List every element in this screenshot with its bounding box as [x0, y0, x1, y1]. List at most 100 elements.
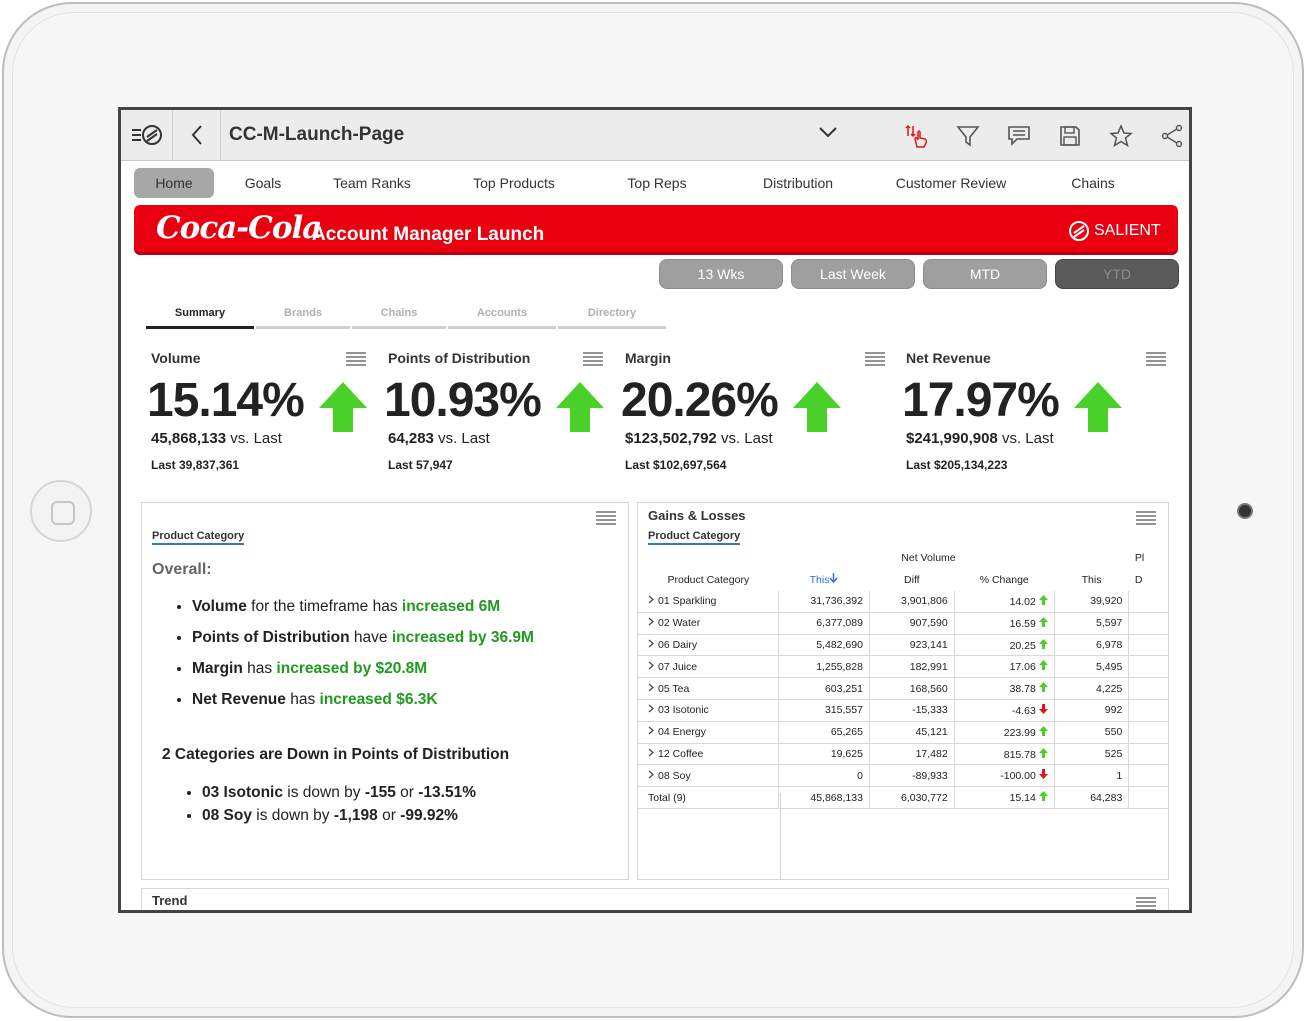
tab-chains[interactable]: Chains — [1071, 175, 1115, 191]
cell-category: 06 Dairy — [638, 634, 780, 657]
tab-team-ranks[interactable]: Team Ranks — [333, 175, 411, 191]
table-row[interactable]: 06 Dairy 5,482,690 923,141 20.25 6,978 — [638, 634, 1168, 657]
cell-this-2: 992 — [1054, 699, 1130, 722]
table-row[interactable]: 12 Coffee 19,625 17,482 815.78 525 — [638, 743, 1168, 766]
gains-losses-table: Net Volume Pl Product Category This Diff… — [638, 547, 1168, 810]
menu-icon[interactable] — [596, 511, 616, 525]
kpi-last: Last 39,837,361 — [151, 458, 240, 472]
overall-list: Volume for the timeframe has increased 6… — [192, 598, 534, 722]
table-row[interactable]: 08 Soy 0 -89,933 -100.00 1 — [638, 764, 1168, 788]
camera — [1237, 503, 1253, 519]
tab-distribution[interactable]: Distribution — [762, 175, 834, 191]
cell-category: 12 Coffee — [638, 743, 780, 766]
gains-losses-panel: Gains & Losses Product Category Net Volu… — [637, 502, 1169, 880]
page-dropdown-button[interactable] — [818, 125, 838, 144]
down-categories-heading: 2 Categories are Down in Points of Distr… — [162, 746, 510, 763]
kpi-label: Points of Distribution — [388, 350, 531, 366]
tab-summary[interactable]: Summary — [146, 307, 254, 329]
product-category-filter[interactable]: Product Category — [648, 530, 741, 545]
tab-brands[interactable]: Brands — [256, 307, 350, 329]
share-button[interactable] — [1146, 122, 1189, 150]
tab-home[interactable]: Home — [134, 168, 214, 198]
app-toolbar: CC-M-Launch-Page — [121, 110, 1189, 161]
summary-panel: Product Category Overall: Volume for the… — [141, 502, 629, 880]
menu-icon[interactable] — [1136, 897, 1156, 911]
period-ytd-button[interactable]: YTD — [1055, 259, 1179, 289]
cell-this: 45,868,133 — [778, 786, 870, 810]
table-total-row[interactable]: Total (9) 45,868,133 6,030,772 15.14 64,283 — [638, 786, 1168, 810]
chevron-right-icon[interactable] — [648, 704, 654, 713]
col-this-sorted[interactable]: This — [779, 569, 870, 591]
tab-top-products[interactable]: Top Products — [473, 175, 555, 191]
chevron-right-icon[interactable] — [648, 617, 654, 626]
cell-clipped — [1128, 590, 1168, 613]
table-row[interactable]: 05 Tea 603,251 168,560 38.78 4,225 — [638, 677, 1168, 701]
period-13-wks-button[interactable]: 13 Wks — [659, 259, 783, 289]
chevron-down-icon — [819, 127, 837, 138]
cell-pct-change: 14.02 — [954, 590, 1055, 613]
chevron-right-icon[interactable] — [648, 595, 654, 604]
chevron-right-icon[interactable] — [648, 726, 654, 735]
menu-icon[interactable] — [346, 352, 366, 366]
main-menu-button[interactable] — [121, 110, 173, 160]
cell-clipped — [1128, 786, 1168, 810]
col-clipped[interactable]: D — [1134, 573, 1143, 586]
period-mtd-button[interactable]: MTD — [923, 259, 1047, 289]
kpi-percent: 10.93% — [384, 374, 542, 427]
cell-pct-change: 38.78 — [954, 677, 1055, 701]
tab-customer-review[interactable]: Customer Review — [895, 175, 1007, 191]
save-button[interactable] — [1044, 122, 1095, 150]
menu-icon[interactable] — [1146, 352, 1166, 366]
home-button[interactable] — [30, 480, 92, 542]
tab-chains-sub[interactable]: Chains — [352, 307, 446, 329]
down-categories-list: 03 Isotonic is down by -155 or -13.51% 0… — [202, 784, 476, 830]
chevron-right-icon[interactable] — [648, 661, 654, 670]
menu-icon[interactable] — [865, 352, 885, 366]
kpi-current: $123,502,792 vs. Last — [625, 430, 773, 447]
cell-diff: -89,933 — [869, 764, 955, 788]
cell-this-2: 550 — [1054, 721, 1130, 744]
up-arrow-icon — [556, 382, 604, 432]
kpi-percent: 15.14% — [147, 374, 305, 427]
table-row[interactable]: 07 Juice 1,255,828 182,991 17.06 5,495 — [638, 655, 1168, 679]
cell-clipped — [1128, 677, 1168, 701]
menu-icon[interactable] — [583, 352, 603, 366]
tab-goals[interactable]: Goals — [244, 175, 282, 191]
cell-diff: 182,991 — [869, 655, 955, 679]
cell-category: 04 Energy — [638, 721, 780, 744]
col-this-2[interactable]: This — [1081, 573, 1102, 586]
table-row[interactable]: 02 Water 6,377,089 907,590 16.59 5,597 — [638, 612, 1168, 635]
cell-category: 02 Water — [638, 612, 780, 635]
tab-directory[interactable]: Directory — [558, 307, 666, 329]
period-last-week-button[interactable]: Last Week — [791, 259, 915, 289]
favorite-button[interactable] — [1095, 122, 1146, 150]
kpi-points-of-distribution: Points of Distribution 10.93% 64,283 vs.… — [384, 350, 638, 472]
chevron-right-icon[interactable] — [648, 639, 654, 648]
cell-this-2: 6,978 — [1054, 634, 1130, 657]
back-button[interactable] — [173, 110, 221, 160]
kpi-percent: 17.97% — [902, 374, 1060, 427]
chevron-right-icon[interactable] — [648, 748, 654, 757]
tab-accounts[interactable]: Accounts — [448, 307, 556, 329]
table-row[interactable]: 01 Sparkling 31,736,392 3,901,806 14.02 39,… — [638, 590, 1168, 613]
chevron-right-icon[interactable] — [648, 683, 654, 692]
tab-top-reps[interactable]: Top Reps — [627, 175, 687, 191]
filter-button[interactable] — [942, 122, 993, 150]
account-banner: Coca-Cola Account Manager Launch SALIENT — [134, 205, 1178, 255]
col-pct-change[interactable]: % Change — [979, 573, 1029, 586]
cell-category: 05 Tea — [638, 677, 780, 701]
chevron-right-icon[interactable] — [648, 770, 654, 779]
col-product-category[interactable]: Product Category — [667, 573, 750, 586]
table-row[interactable]: 03 Isotonic 315,557 -15,333 -4.63 992 — [638, 699, 1168, 722]
touch-sort-button[interactable] — [891, 122, 942, 150]
list-item: Volume for the timeframe has increased 6… — [192, 598, 534, 629]
menu-icon[interactable] — [1136, 511, 1156, 525]
product-category-filter[interactable]: Product Category — [152, 530, 245, 545]
col-diff[interactable]: Diff — [904, 573, 920, 586]
up-arrow-icon — [1038, 616, 1048, 627]
comment-button[interactable] — [993, 122, 1044, 150]
cell-this: 1,255,828 — [778, 655, 870, 679]
down-arrow-icon — [1038, 703, 1048, 714]
table-row[interactable]: 04 Energy 65,265 45,121 223.99 550 — [638, 721, 1168, 744]
table-header: Product Category This Diff % Change This… — [638, 569, 1168, 591]
